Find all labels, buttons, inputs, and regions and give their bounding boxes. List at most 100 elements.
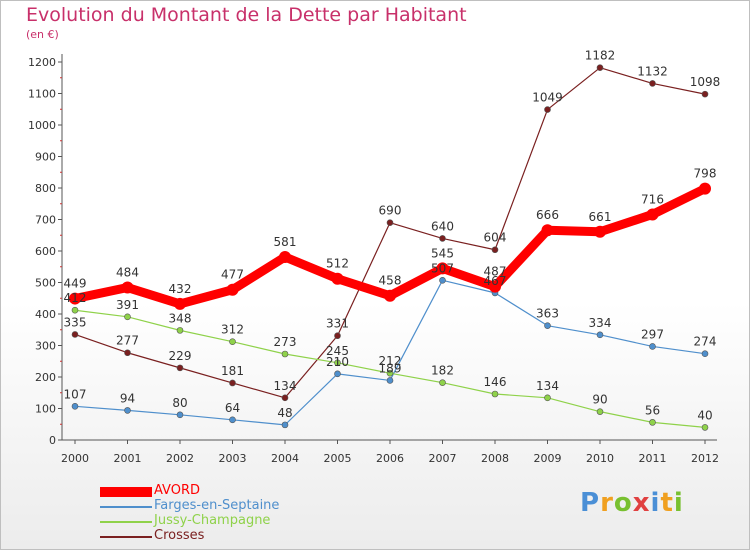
legend-swatch	[100, 486, 152, 497]
line-chart: 0 100 200 300 400 500 600 700 800 900 1000 1100 1200…	[28, 49, 720, 465]
data-point-avord	[279, 250, 291, 263]
data-point-farges-en-septaine	[176, 411, 184, 419]
data-label-crosses: 229	[169, 349, 192, 363]
data-label-crosses: 1132	[637, 64, 668, 78]
data-point-avord	[331, 272, 344, 285]
x-tick-label: 2004	[271, 452, 299, 465]
y-tick-label: 100	[35, 403, 56, 416]
data-label-crosses: 1182	[585, 49, 616, 63]
data-point-farges-en-septaine	[124, 407, 131, 414]
data-label-farges-en-septaine: 210	[326, 355, 349, 369]
data-point-farges-en-septaine	[701, 350, 709, 357]
proxiti-logo: Proxiti	[580, 488, 684, 518]
data-label-avord: 666	[536, 208, 559, 222]
x-tick-label: 2009	[534, 452, 562, 465]
data-point-jussy-champagne	[544, 394, 551, 402]
legend-label: Farges-en-Septaine	[154, 498, 280, 513]
data-point-avord	[384, 289, 396, 302]
data-point-jussy-champagne	[439, 379, 446, 386]
data-point-crosses	[386, 219, 394, 226]
data-point-farges-en-septaine	[439, 276, 446, 284]
data-point-avord	[541, 224, 554, 237]
data-label-crosses: 134	[274, 379, 297, 393]
data-point-avord	[121, 281, 134, 294]
data-label-avord: 487	[484, 265, 507, 279]
data-label-jussy-champagne: 40	[697, 408, 712, 422]
data-point-jussy-champagne	[176, 327, 184, 334]
data-point-avord	[699, 182, 711, 195]
data-point-farges-en-septaine	[544, 322, 551, 329]
data-point-avord	[489, 280, 501, 293]
data-label-avord: 581	[274, 235, 297, 249]
y-tick-label: 800	[35, 182, 56, 195]
data-point-jussy-champagne	[491, 390, 499, 398]
x-tick-label: 2002	[166, 452, 194, 465]
y-tick-label: 300	[35, 340, 56, 353]
data-label-jussy-champagne: 312	[221, 323, 244, 337]
data-point-avord	[646, 208, 659, 221]
data-label-jussy-champagne: 273	[274, 335, 297, 349]
data-label-jussy-champagne: 412	[64, 291, 87, 305]
x-tick-label: 2000	[61, 452, 89, 465]
data-label-farges-en-septaine: 363	[536, 307, 559, 321]
data-label-jussy-champagne: 90	[592, 393, 607, 407]
data-point-jussy-champagne	[71, 306, 79, 314]
data-label-crosses: 335	[64, 315, 87, 329]
y-tick-label: 0	[49, 434, 56, 447]
data-point-crosses	[334, 332, 341, 340]
data-point-avord	[174, 297, 186, 310]
data-label-farges-en-septaine: 334	[589, 316, 612, 330]
legend-swatch	[100, 505, 152, 508]
data-point-jussy-champagne	[701, 424, 709, 431]
logo-letter: t	[660, 488, 674, 518]
x-tick-label: 2012	[691, 452, 719, 465]
data-label-crosses: 181	[221, 364, 244, 378]
data-label-avord: 432	[169, 282, 192, 296]
data-point-jussy-champagne	[334, 359, 341, 367]
data-point-jussy-champagne	[386, 369, 394, 377]
data-point-jussy-champagne	[649, 419, 656, 426]
data-label-farges-en-septaine: 507	[431, 261, 454, 275]
data-label-crosses: 690	[379, 204, 402, 218]
data-point-farges-en-septaine	[386, 377, 394, 384]
data-point-crosses	[701, 90, 709, 98]
y-tick-label: 200	[35, 371, 56, 384]
data-label-jussy-champagne: 134	[536, 379, 559, 393]
data-label-farges-en-septaine: 80	[172, 396, 187, 410]
x-tick-label: 2011	[639, 452, 667, 465]
data-label-farges-en-septaine: 297	[641, 327, 664, 341]
data-label-crosses: 277	[116, 334, 139, 348]
data-label-jussy-champagne: 146	[484, 375, 507, 389]
logo-letter: i	[650, 488, 661, 518]
data-label-jussy-champagne: 182	[431, 364, 454, 378]
data-label-avord: 661	[589, 210, 612, 224]
x-tick-label: 2006	[376, 452, 404, 465]
data-label-crosses: 1049	[532, 91, 563, 105]
data-point-crosses	[439, 235, 446, 242]
data-point-avord	[69, 292, 81, 305]
data-point-avord	[226, 283, 239, 296]
y-tick-label: 400	[35, 308, 56, 321]
data-label-jussy-champagne: 56	[645, 403, 660, 417]
data-label-crosses: 640	[431, 219, 454, 233]
legend-swatch	[100, 520, 152, 523]
data-point-farges-en-septaine	[229, 416, 236, 424]
y-tick-label: 700	[35, 214, 56, 227]
x-tick-label: 2010	[586, 452, 614, 465]
legend-swatch	[100, 535, 152, 538]
chart-subtitle: (en €)	[26, 28, 59, 41]
data-label-farges-en-septaine: 274	[694, 335, 717, 349]
data-label-crosses: 331	[326, 317, 349, 331]
data-point-crosses	[229, 379, 236, 387]
data-point-crosses	[596, 64, 604, 71]
data-label-jussy-champagne: 212	[379, 354, 402, 368]
data-point-farges-en-septaine	[649, 343, 656, 350]
y-tick-label: 1200	[28, 56, 56, 69]
x-tick-label: 2007	[429, 452, 457, 465]
data-label-farges-en-septaine: 94	[120, 391, 135, 405]
y-tick-label: 900	[35, 151, 56, 164]
data-point-crosses	[491, 246, 499, 254]
y-tick-label: 1100	[28, 88, 56, 101]
data-label-avord: 484	[116, 266, 139, 280]
data-label-farges-en-septaine: 64	[225, 401, 240, 415]
